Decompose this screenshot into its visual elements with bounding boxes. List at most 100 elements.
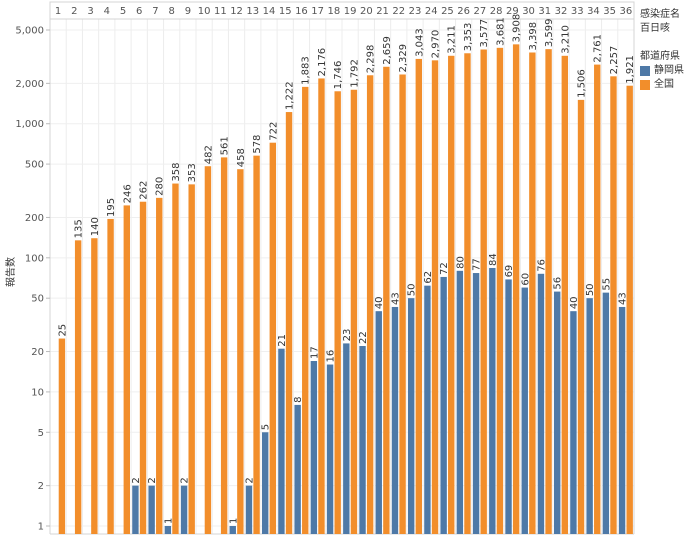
x-tick-label: 26 xyxy=(457,6,470,17)
bar-shizuoka[interactable] xyxy=(424,285,431,534)
bar-national[interactable] xyxy=(448,55,455,534)
bar-national[interactable] xyxy=(334,91,341,534)
legend-swatch-shizuoka xyxy=(640,66,650,76)
bar-shizuoka[interactable] xyxy=(472,273,480,534)
bar-national[interactable] xyxy=(220,157,228,535)
bar-shizuoka[interactable] xyxy=(148,485,155,534)
bar-national[interactable] xyxy=(561,55,568,535)
legend-item-national[interactable]: 全国 xyxy=(640,78,684,92)
data-label-national: 578 xyxy=(252,135,263,154)
bar-national[interactable] xyxy=(431,60,439,535)
bar-national[interactable] xyxy=(577,99,585,535)
bar-national[interactable] xyxy=(594,64,601,535)
bar-national[interactable] xyxy=(496,47,504,534)
legend-item-shizuoka[interactable]: 静岡県 xyxy=(640,64,684,78)
bar-national[interactable] xyxy=(123,205,130,534)
bar-national[interactable] xyxy=(415,58,422,535)
data-label-shizuoka: 2 xyxy=(147,477,158,483)
bar-national[interactable] xyxy=(91,238,98,535)
y-tick-label: 10 xyxy=(31,387,44,398)
bar-national[interactable] xyxy=(512,44,520,534)
bar-shizuoka[interactable] xyxy=(326,364,334,534)
bar-shizuoka[interactable] xyxy=(505,279,512,534)
bar-national[interactable] xyxy=(285,112,293,534)
bar-shizuoka[interactable] xyxy=(229,526,236,534)
data-label-shizuoka: 60 xyxy=(520,273,531,286)
data-label-national: 3,043 xyxy=(414,28,425,57)
bar-national[interactable] xyxy=(626,85,633,534)
bar-shizuoka[interactable] xyxy=(602,292,610,534)
bar-shizuoka[interactable] xyxy=(132,485,139,534)
bar-shizuoka[interactable] xyxy=(456,270,464,534)
bar-national[interactable] xyxy=(74,240,82,534)
data-label-shizuoka: 40 xyxy=(569,296,580,309)
bar-national[interactable] xyxy=(366,75,374,535)
x-tick-label: 19 xyxy=(344,6,357,17)
bar-national[interactable] xyxy=(139,201,147,535)
bar-national[interactable] xyxy=(464,53,471,534)
bar-national[interactable] xyxy=(350,89,358,535)
y-tick-label: 5 xyxy=(38,428,44,439)
bar-national[interactable] xyxy=(318,78,325,535)
data-label-national: 3,599 xyxy=(544,19,555,48)
x-tick-label: 14 xyxy=(263,6,276,17)
bar-shizuoka[interactable] xyxy=(391,306,399,534)
bar-national[interactable] xyxy=(610,76,617,535)
bar-shizuoka[interactable] xyxy=(278,348,285,534)
x-tick-label: 13 xyxy=(246,6,259,17)
bar-shizuoka[interactable] xyxy=(245,485,253,534)
bar-national[interactable] xyxy=(383,66,390,535)
bar-shizuoka[interactable] xyxy=(521,287,528,534)
x-tick-label: 1 xyxy=(55,6,61,17)
y-axis-title: 報告数 xyxy=(4,257,17,287)
data-label-national: 3,210 xyxy=(560,25,571,54)
bar-national[interactable] xyxy=(204,166,212,535)
data-label-shizuoka: 17 xyxy=(309,346,320,359)
bar-shizuoka[interactable] xyxy=(618,306,626,534)
x-tick-label: 31 xyxy=(538,6,551,17)
bar-shizuoka[interactable] xyxy=(359,345,366,534)
data-label-national: 1,222 xyxy=(285,81,296,110)
x-tick-label: 34 xyxy=(587,6,600,17)
bar-shizuoka[interactable] xyxy=(489,267,496,534)
x-tick-label: 25 xyxy=(441,6,454,17)
bar-national[interactable] xyxy=(529,52,536,534)
bar-shizuoka[interactable] xyxy=(375,311,382,534)
bar-shizuoka[interactable] xyxy=(554,291,561,534)
plot-frame xyxy=(49,1,635,535)
bar-shizuoka[interactable] xyxy=(586,298,593,534)
bar-shizuoka[interactable] xyxy=(180,485,188,534)
bar-national[interactable] xyxy=(58,338,66,534)
data-label-national: 25 xyxy=(57,324,68,337)
bar-national[interactable] xyxy=(253,155,260,534)
data-label-national: 3,577 xyxy=(479,19,490,48)
bar-shizuoka[interactable] xyxy=(537,273,545,534)
bar-national[interactable] xyxy=(545,49,552,534)
bar-shizuoka[interactable] xyxy=(262,432,269,534)
bar-shizuoka[interactable] xyxy=(310,361,318,534)
bar-shizuoka[interactable] xyxy=(408,298,415,534)
bar-national[interactable] xyxy=(156,197,163,535)
bar-national[interactable] xyxy=(269,142,276,534)
bar-national[interactable] xyxy=(172,183,179,534)
data-label-national: 3,353 xyxy=(463,23,474,52)
bar-shizuoka[interactable] xyxy=(294,404,301,534)
bar-shizuoka[interactable] xyxy=(570,311,577,534)
bar-national[interactable] xyxy=(399,74,406,535)
data-label-national: 135 xyxy=(74,219,85,238)
bar-national[interactable] xyxy=(188,184,195,535)
bar-national[interactable] xyxy=(480,49,487,535)
x-tick-label: 18 xyxy=(328,6,341,17)
bar-national[interactable] xyxy=(302,86,309,535)
bar-national[interactable] xyxy=(237,169,244,534)
y-axis: 1 2 5 10 20 50 100 200 500 1,000 2,000 5,000 xyxy=(15,26,50,533)
bar-national[interactable] xyxy=(107,218,114,534)
data-label-national: 3,681 xyxy=(495,17,506,46)
x-tick-label: 35 xyxy=(603,6,616,17)
bar-shizuoka[interactable] xyxy=(343,343,350,534)
filter-value[interactable]: 百日咳 xyxy=(640,23,670,34)
data-label-national: 3,211 xyxy=(447,25,458,54)
bar-shizuoka[interactable] xyxy=(440,276,447,534)
bar-shizuoka[interactable] xyxy=(164,526,172,534)
